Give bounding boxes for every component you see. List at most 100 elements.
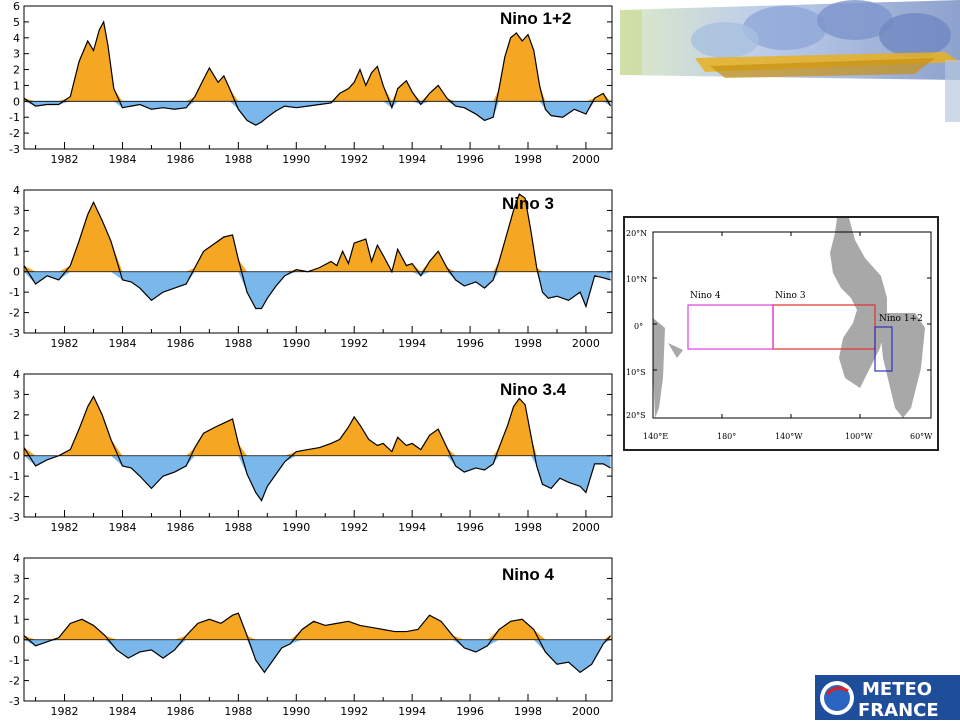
plot-frame <box>23 5 613 150</box>
y-tick-label: 0 <box>13 266 20 279</box>
map-plot-frame <box>652 231 932 419</box>
x-tick-label: 2000 <box>572 337 600 350</box>
y-tick-label: -3 <box>9 695 20 708</box>
x-tick-label: 1990 <box>282 705 310 718</box>
x-tick-label: 1982 <box>51 153 79 166</box>
x-tick-label: 1990 <box>282 521 310 534</box>
logo-art: METEO FRANCE <box>815 675 960 721</box>
y-tick-label: 3 <box>13 48 20 61</box>
x-tick-label: 1988 <box>224 337 252 350</box>
x-tick-label: 1994 <box>398 705 426 718</box>
nino12-svg: -3 -2 -1 0 1 2 3 4 5 6 1982 1984 1986 1988 1990 1992 199… <box>9 0 613 166</box>
x-tick-label: 1986 <box>166 337 194 350</box>
nino3-chart: -3 -2 -1 0 1 2 3 4 1982 1984 1986 1988 1990 1992 1994 1… <box>0 184 620 356</box>
lat-label-10n: 10°N <box>626 275 647 284</box>
y-tick-label: 2 <box>13 593 20 606</box>
positive-area <box>24 613 611 640</box>
y-tick-label: -1 <box>9 286 20 299</box>
lon-label-60w: 60°W <box>910 432 933 441</box>
x-tick-label: 1982 <box>51 337 79 350</box>
decorative-banner <box>615 0 960 122</box>
y-tick-label: -3 <box>9 327 20 340</box>
y-tick-label: 1 <box>13 613 20 626</box>
x-tick-label: 1996 <box>456 153 484 166</box>
lon-label-100w: 100°W <box>845 432 873 441</box>
x-tick-label: 1988 <box>224 705 252 718</box>
x-tick-label: 1988 <box>224 153 252 166</box>
y-tick-label: 4 <box>13 368 20 381</box>
x-tick-label: 1996 <box>456 521 484 534</box>
nino34-chart: -3 -2 -1 0 1 2 3 4 1982 1984 1986 1988 1990 1992 1994 1… <box>0 368 620 540</box>
banner-art <box>615 0 960 122</box>
nino3-title: Nino 3 <box>502 194 554 213</box>
x-tick-label: 1984 <box>108 337 136 350</box>
y-tick-label: 4 <box>13 32 20 45</box>
plot-frame <box>23 557 613 702</box>
americas-coast <box>830 218 887 388</box>
y-tick-label: 3 <box>13 572 20 585</box>
logo-line1: METEO <box>862 679 932 700</box>
nino3-label: Nino 3 <box>775 291 806 301</box>
islands <box>668 343 683 358</box>
lon-label-140e: 140°E <box>643 432 668 441</box>
y-tick-label: -1 <box>9 654 20 667</box>
y-tick-label: 1 <box>13 245 20 258</box>
lat-label-20s: 20°S <box>626 411 646 420</box>
x-tick-label: 1994 <box>398 153 426 166</box>
anomaly-line <box>23 395 611 502</box>
positive-area <box>24 396 611 456</box>
nino4-label: Nino 4 <box>690 291 721 301</box>
lat-label-0: 0° <box>634 322 643 331</box>
x-tick-label: 1984 <box>108 153 136 166</box>
x-tick-label: 1998 <box>514 153 542 166</box>
y-tick-label: 5 <box>13 16 20 29</box>
negative-area <box>24 271 611 309</box>
x-tick-label: 1986 <box>166 521 194 534</box>
y-tick-label: -1 <box>9 111 20 124</box>
x-tick-label: 1984 <box>108 521 136 534</box>
nino4-chart: -3 -2 -1 0 1 2 3 4 1982 1984 1986 1988 1990 1992 1994 1… <box>0 552 620 720</box>
nino12-chart: -3 -2 -1 0 1 2 3 4 5 6 1982 1984 1986 1988 1990 1992 199… <box>0 0 620 172</box>
nino4-title: Nino 4 <box>502 565 554 584</box>
x-tick-label: 1990 <box>282 337 310 350</box>
x-tick-label: 2000 <box>572 153 600 166</box>
x-tick-label: 2000 <box>572 521 600 534</box>
y-tick-label: -2 <box>9 675 20 688</box>
south-america <box>881 313 925 418</box>
y-tick-label: 6 <box>13 0 20 13</box>
y-tick-label: -1 <box>9 470 20 483</box>
y-tick-label: 2 <box>13 64 20 77</box>
anomaly-line <box>23 193 611 310</box>
nino-regions-map: Nino 4 Nino 3 Nino 1+2 20°N 10°N 0° 10°S… <box>623 216 939 451</box>
positive-area <box>24 21 611 102</box>
map-ticks <box>653 232 931 418</box>
nino-charts: -3 -2 -1 0 1 2 3 4 5 6 1982 1984 1986 1988 1990 1992 199… <box>0 0 620 720</box>
y-tick-label: -2 <box>9 307 20 320</box>
x-tick-label: 1994 <box>398 521 426 534</box>
x-tick-label: 1998 <box>514 521 542 534</box>
y-tick-label: 2 <box>13 225 20 238</box>
y-tick-label: 4 <box>13 552 20 565</box>
negative-area <box>24 455 611 501</box>
nino4-box <box>687 304 774 350</box>
y-tick-label: -3 <box>9 143 20 156</box>
map-svg: Nino 4 Nino 3 Nino 1+2 20°N 10°N 0° 10°S… <box>626 218 933 441</box>
meteo-france-logo: METEO FRANCE <box>815 675 960 721</box>
plot-frame <box>23 189 613 334</box>
y-tick-label: 3 <box>13 204 20 217</box>
x-tick-label: 1990 <box>282 153 310 166</box>
y-tick-label: 0 <box>13 634 20 647</box>
y-tick-label: 4 <box>13 184 20 197</box>
nino12-box <box>874 326 893 372</box>
nino12-label: Nino 1+2 <box>879 314 923 324</box>
y-tick-label: 0 <box>13 450 20 463</box>
anomaly-line <box>23 20 612 126</box>
y-tick-label: 3 <box>13 388 20 401</box>
x-tick-label: 1998 <box>514 705 542 718</box>
lon-label-140w: 140°W <box>775 432 803 441</box>
y-tick-label: -2 <box>9 491 20 504</box>
west-pacific-islands <box>653 318 665 418</box>
x-tick-label: 1984 <box>108 705 136 718</box>
x-tick-label: 1992 <box>340 337 368 350</box>
x-tick-label: 1992 <box>340 705 368 718</box>
